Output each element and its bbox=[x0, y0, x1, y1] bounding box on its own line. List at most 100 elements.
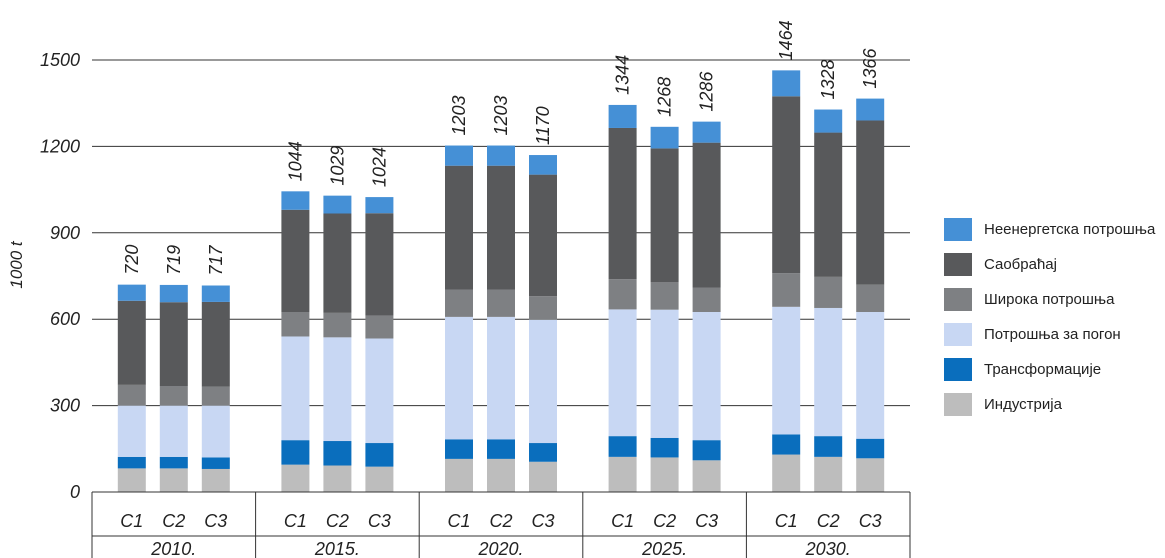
bar-segment bbox=[692, 312, 721, 441]
bar-segment bbox=[487, 289, 515, 317]
bar-segment bbox=[608, 127, 637, 280]
total-label: 717 bbox=[206, 244, 226, 275]
bar-segment bbox=[281, 440, 310, 465]
bar-segment bbox=[608, 456, 637, 492]
bar-segment bbox=[608, 279, 637, 310]
bar-segment bbox=[487, 316, 515, 440]
scenario-label: C2 bbox=[162, 511, 185, 531]
y-tick-label: 0 bbox=[70, 482, 80, 502]
bar-segment bbox=[692, 142, 721, 288]
bar-segment bbox=[159, 456, 188, 469]
legend-swatch bbox=[944, 253, 972, 276]
bar-segment bbox=[201, 405, 230, 458]
year-label: 2020. bbox=[477, 539, 523, 558]
scenario-label: C1 bbox=[447, 511, 470, 531]
bar-segment bbox=[117, 405, 146, 457]
bar-segment bbox=[365, 443, 394, 467]
legend-item: Трансформације bbox=[944, 358, 1155, 381]
bar-segment bbox=[856, 98, 885, 121]
total-label: 720 bbox=[122, 245, 142, 275]
total-label: 1029 bbox=[327, 146, 347, 186]
total-labels: 720 719 717 1044 1029 1024 1203 1203 1170 1344 126… bbox=[122, 20, 880, 275]
bar-segment bbox=[529, 461, 557, 492]
legend-label: Трансформације bbox=[984, 361, 1102, 378]
bar-segment bbox=[117, 384, 146, 406]
scenario-label: C3 bbox=[531, 511, 554, 531]
bar-segment bbox=[650, 126, 679, 149]
bar-segment bbox=[159, 302, 188, 387]
bar-segment bbox=[159, 284, 188, 303]
bar-segment bbox=[772, 306, 801, 435]
bar-segment bbox=[323, 441, 352, 466]
bar-segment bbox=[281, 312, 310, 337]
legend-item: Широка потрошња bbox=[944, 288, 1155, 311]
bar-segment bbox=[608, 436, 637, 457]
legend-label: Саобраћај bbox=[984, 256, 1057, 273]
bar-segment bbox=[814, 276, 843, 308]
total-label: 1044 bbox=[285, 141, 305, 181]
legend-label: Неенергетска потрошња bbox=[984, 221, 1156, 238]
bar-segment bbox=[692, 460, 721, 492]
y-tick-label: 1500 bbox=[40, 50, 80, 70]
bar-segment bbox=[365, 466, 394, 492]
bar-segment bbox=[772, 96, 801, 274]
bar-segment bbox=[650, 437, 679, 458]
bars bbox=[117, 70, 885, 492]
scenario-label: C3 bbox=[695, 511, 718, 531]
bar-segment bbox=[772, 434, 801, 455]
scenario-label: C2 bbox=[489, 511, 512, 531]
scenario-label: C2 bbox=[653, 511, 676, 531]
total-label: 1328 bbox=[818, 59, 838, 99]
legend-item: Саобраћај bbox=[944, 253, 1155, 276]
legend-swatch bbox=[944, 288, 972, 311]
total-label: 1464 bbox=[776, 20, 796, 60]
bar-segment bbox=[650, 457, 679, 492]
bar-segment bbox=[772, 454, 801, 492]
y-axis-label: 1000 t bbox=[7, 240, 26, 289]
bar-segment bbox=[814, 132, 843, 277]
bar-segment bbox=[323, 213, 352, 313]
bar-segment bbox=[529, 155, 557, 175]
bar-segment bbox=[201, 386, 230, 406]
bar-segment bbox=[201, 468, 230, 492]
bar-segment bbox=[529, 296, 557, 320]
bar-segment bbox=[281, 209, 310, 312]
bar-segment bbox=[159, 386, 188, 406]
total-label: 1268 bbox=[655, 77, 675, 117]
bar-segment bbox=[856, 438, 885, 459]
bar-segment bbox=[856, 120, 885, 285]
scenario-label: C1 bbox=[284, 511, 307, 531]
scenario-label: C3 bbox=[368, 511, 391, 531]
bar-segment bbox=[856, 284, 885, 312]
year-label: 2025. bbox=[641, 539, 687, 558]
total-label: 1203 bbox=[449, 95, 469, 135]
year-label: 2015. bbox=[314, 539, 360, 558]
bar-segment bbox=[692, 287, 721, 312]
legend-swatch bbox=[944, 323, 972, 346]
bar-segment bbox=[201, 285, 230, 302]
bar-segment bbox=[692, 440, 721, 461]
bar-segment bbox=[772, 273, 801, 307]
legend-swatch bbox=[944, 358, 972, 381]
scenario-label: C1 bbox=[120, 511, 143, 531]
legend-swatch bbox=[944, 218, 972, 241]
bar-segment bbox=[117, 284, 146, 301]
legend-item: Потрошња за погон bbox=[944, 323, 1155, 346]
bar-segment bbox=[529, 174, 557, 297]
bar-segment bbox=[650, 282, 679, 310]
bar-segment bbox=[445, 439, 473, 459]
bar-segment bbox=[772, 70, 801, 97]
bar-segment bbox=[365, 213, 394, 316]
bar-segment bbox=[323, 312, 352, 338]
bar-segment bbox=[814, 456, 843, 492]
bar-segment bbox=[529, 443, 557, 462]
bar-segment bbox=[650, 148, 679, 283]
bar-segment bbox=[117, 456, 146, 469]
bar-segment bbox=[445, 316, 473, 440]
total-label: 1344 bbox=[613, 55, 633, 95]
y-tick-label: 900 bbox=[50, 223, 80, 243]
y-tick-label: 1200 bbox=[40, 136, 80, 156]
scenario-label: C3 bbox=[859, 511, 882, 531]
bar-segment bbox=[856, 312, 885, 439]
bar-segment bbox=[692, 121, 721, 143]
